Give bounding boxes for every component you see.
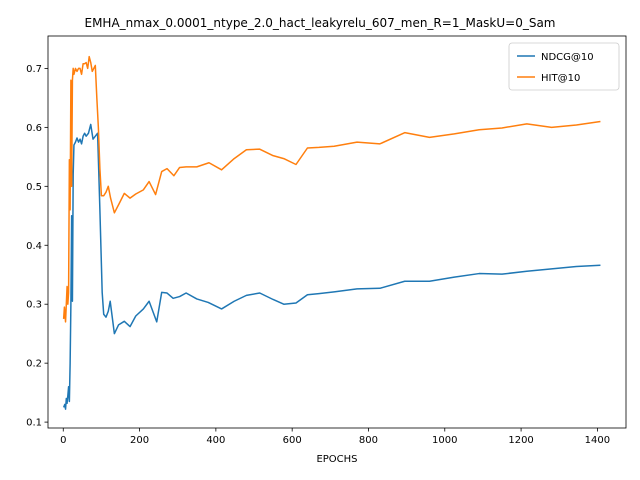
x-tick-label: 1400 — [585, 435, 610, 446]
series-layer — [62, 55, 601, 410]
series-line-ndcg-10 — [62, 123, 601, 410]
y-tick-label: 0.1 — [26, 418, 42, 429]
x-tick-label: 0 — [60, 435, 66, 446]
x-tick-label: 1200 — [508, 435, 533, 446]
x-axis-title: EPOCHS — [316, 454, 357, 465]
x-tick-label: 800 — [359, 435, 378, 446]
x-axis: 0 200 400 600 800 1000 1200 1400 — [60, 428, 610, 446]
series-line-hit-10 — [62, 55, 601, 323]
legend-label-hit: HIT@10 — [541, 73, 580, 84]
x-tick-label: 200 — [130, 435, 149, 446]
y-tick-label: 0.5 — [26, 182, 42, 193]
x-tick-label: 400 — [206, 435, 225, 446]
y-axis: 0.1 0.2 0.3 0.4 0.5 0.6 0.7 — [26, 64, 48, 429]
y-tick-label: 0.4 — [26, 241, 42, 252]
y-tick-label: 0.3 — [26, 300, 42, 311]
legend-label-ndcg: NDCG@10 — [541, 52, 594, 63]
chart-title: EMHA_nmax_0.0001_ntype_2.0_hact_leakyrel… — [85, 16, 556, 30]
plot-area-frame — [47, 35, 627, 429]
y-tick-label: 0.2 — [26, 359, 42, 370]
legend-box — [508, 42, 620, 91]
x-tick-label: 1000 — [432, 435, 457, 446]
y-tick-label: 0.7 — [26, 64, 42, 75]
legend: NDCG@10 HIT@10 — [508, 42, 620, 91]
x-tick-label: 600 — [283, 435, 302, 446]
y-tick-label: 0.6 — [26, 123, 42, 134]
